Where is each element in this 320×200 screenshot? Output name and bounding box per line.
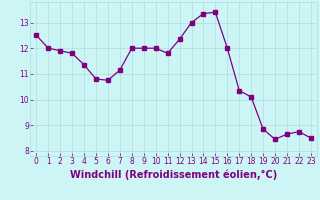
X-axis label: Windchill (Refroidissement éolien,°C): Windchill (Refroidissement éolien,°C) bbox=[70, 169, 277, 180]
